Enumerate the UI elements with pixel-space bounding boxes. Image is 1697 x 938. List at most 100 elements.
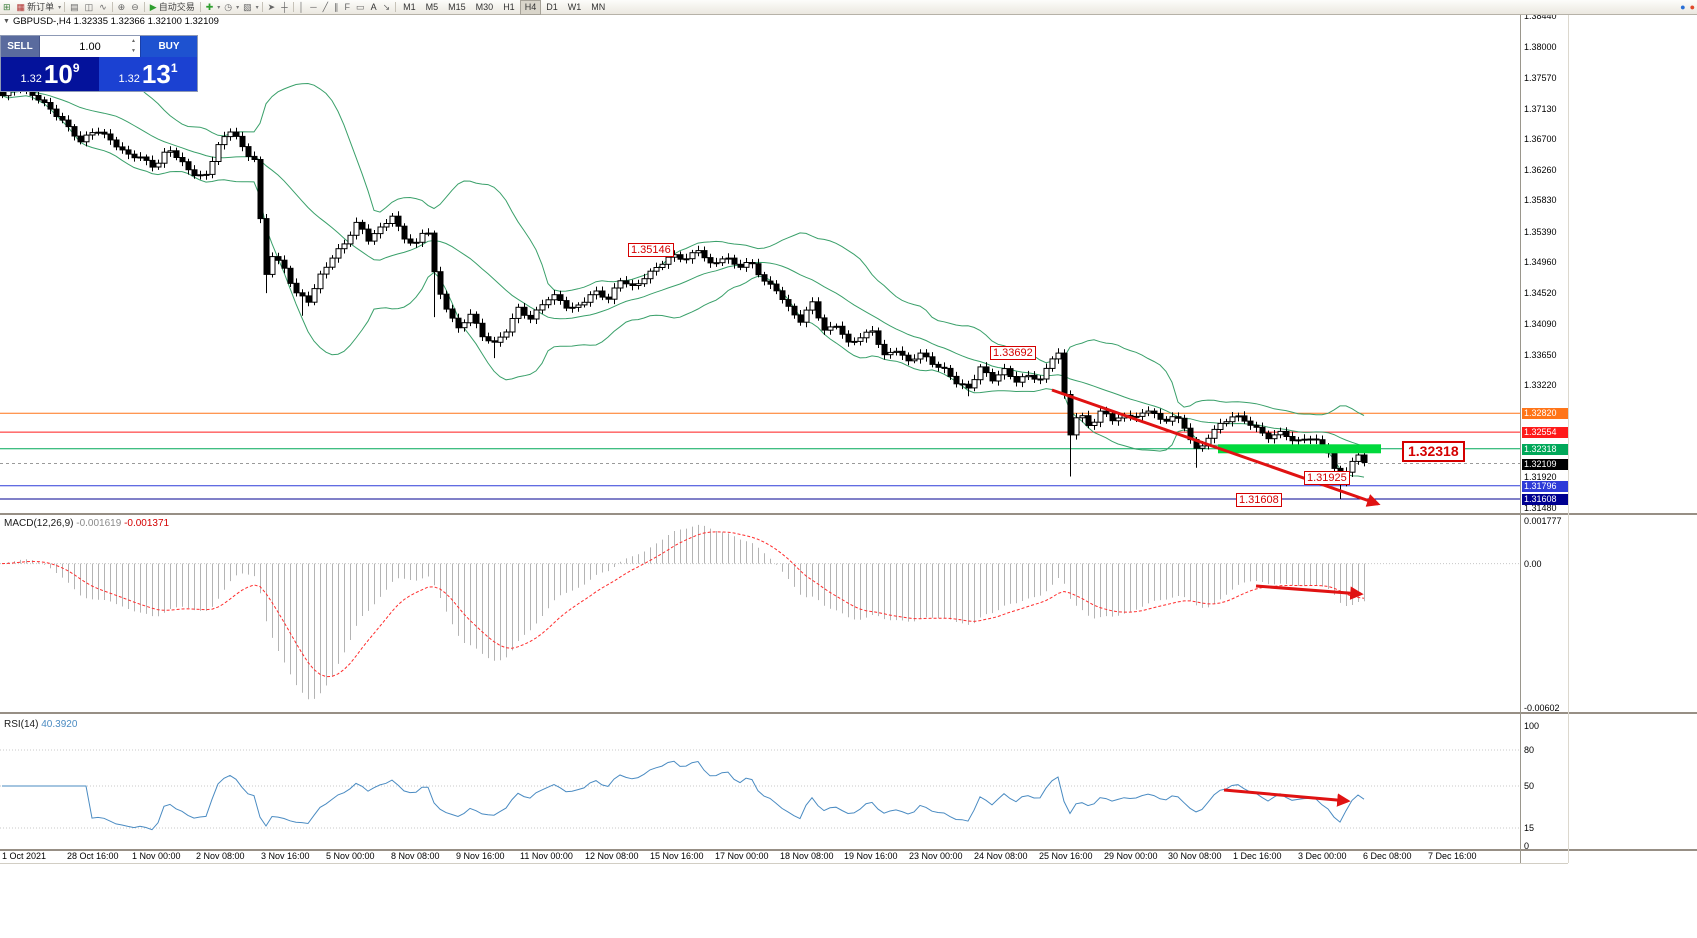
crosshair-icon[interactable]: ┼ — [278, 1, 290, 14]
timeframe-m15[interactable]: M15 — [448, 1, 466, 12]
sell-price-big: 10 — [43, 59, 73, 89]
record-icon[interactable]: ● — [1689, 1, 1695, 12]
volume-down-icon[interactable]: ▼ — [131, 48, 136, 54]
text-label-icon: A — [370, 1, 377, 12]
fibonacci-icon: F — [344, 1, 351, 12]
toolbar-separator — [64, 2, 66, 12]
vertical-line-icon: │ — [298, 1, 305, 12]
macd-main-value: -0.001619 — [76, 518, 122, 529]
timeframe-h1[interactable]: H1 — [503, 1, 515, 12]
chart-window-edge — [1568, 14, 1569, 863]
one-click-trading-panel: SELL 1.00 ▲ ▼ BUY 1.32 10 9 1.32 13 1 — [1, 36, 197, 91]
horizontal-line-icon[interactable]: ─ — [307, 1, 319, 14]
trendline-icon: ╱ — [322, 1, 329, 12]
buy-price-sup: 1 — [170, 60, 178, 75]
add-indicator-icon[interactable]: ✚ — [203, 1, 217, 14]
cursor-icon: ➤ — [267, 1, 276, 12]
template-caret-icon[interactable]: ▾ — [255, 4, 259, 11]
crosshair-icon: ┼ — [281, 1, 288, 12]
buy-button[interactable]: BUY — [140, 36, 197, 57]
new-order-caret-icon[interactable]: ▾ — [58, 4, 62, 11]
rsi-name: RSI(14) — [4, 719, 39, 730]
timeframe-h4[interactable]: H4 — [519, 0, 542, 15]
fibonacci-icon[interactable]: F — [342, 1, 354, 14]
timeframe-m1[interactable]: M1 — [403, 1, 416, 12]
macd-signal-value: -0.001371 — [124, 518, 170, 529]
price-axis-border — [1520, 14, 1521, 863]
volume-spinner: ▲ ▼ — [128, 37, 139, 56]
template-icon[interactable]: ▧ — [240, 1, 255, 14]
autotrading-icon: ▶ — [149, 1, 157, 12]
panel-splitter-time — [0, 849, 1697, 851]
toolbar-right-icons: ● ● — [1678, 0, 1697, 14]
volume-up-icon[interactable]: ▲ — [131, 38, 136, 44]
notifications-icon[interactable]: ● — [1680, 1, 1686, 12]
buy-price-big: 13 — [141, 59, 171, 89]
toolbar-separator — [199, 2, 201, 12]
timeframe-m30[interactable]: M30 — [475, 1, 494, 12]
candlestick-chart-icon: ◫ — [84, 1, 94, 12]
sell-price-sup: 9 — [72, 60, 80, 75]
timeframe-d1[interactable]: D1 — [546, 1, 558, 12]
template-icon: ▧ — [243, 1, 252, 12]
rsi-label: RSI(14) 40.3920 — [4, 719, 77, 730]
bar-chart-icon: ▤ — [70, 1, 79, 12]
timeframe-mn[interactable]: MN — [591, 1, 606, 12]
one-click-collapse-icon[interactable]: ▼ — [3, 18, 10, 25]
line-chart-icon[interactable]: ∿ — [96, 1, 110, 14]
line-chart-icon: ∿ — [99, 1, 107, 12]
new-order-button[interactable]: ▦ 新订单 — [14, 1, 58, 14]
panel-splitter-rsi[interactable] — [0, 712, 1697, 714]
timeframe-w1[interactable]: W1 — [567, 1, 582, 12]
sell-price-prefix: 1.32 — [20, 72, 42, 85]
shapes-icon[interactable]: ▭ — [353, 1, 368, 14]
chart-title-text: GBPUSD-,H4 1.32335 1.32366 1.32100 1.321… — [12, 16, 219, 27]
vertical-line-icon[interactable]: │ — [296, 1, 308, 14]
arrow-tool-icon: ↘ — [382, 1, 391, 12]
toolbar-separator — [292, 2, 294, 12]
zoom-out-icon[interactable]: ⊖ — [128, 1, 142, 14]
toolbar-separator — [261, 2, 263, 12]
horizontal-line-icon: ─ — [310, 1, 317, 12]
arrow-tool-icon[interactable]: ↘ — [380, 1, 394, 14]
timeframe-m5[interactable]: M5 — [425, 1, 439, 12]
toolbar-items: ⊞ ▦ 新订单 ▾ ▤ ◫ ∿ ⊕ ⊖ ▶ 自动交易 ✚ ▾ ◷ ▾ ▧ ▾ ➤ ┼ │ ─ ╱ ∥ F ▭ A ↘ — [0, 0, 398, 14]
indicator-caret-icon[interactable]: ▾ — [217, 4, 221, 11]
panel-splitter-macd[interactable] — [0, 513, 1697, 515]
new-chart-icon: ⊞ — [3, 1, 11, 12]
zoom-out-icon: ⊖ — [131, 1, 139, 12]
channel-icon: ∥ — [334, 1, 339, 12]
channel-icon[interactable]: ∥ — [331, 1, 342, 14]
new-chart-icon[interactable]: ⊞ — [0, 1, 14, 14]
sell-price-panel[interactable]: 1.32 10 9 — [1, 57, 99, 91]
shapes-icon: ▭ — [356, 1, 365, 12]
cursor-icon[interactable]: ➤ — [265, 1, 279, 14]
zoom-in-icon: ⊕ — [117, 1, 126, 12]
buy-price-panel[interactable]: 1.32 13 1 — [99, 57, 197, 91]
time-axis-bottom-border — [0, 863, 1568, 864]
autotrading-button[interactable]: ▶ 自动交易 — [147, 1, 198, 14]
toolbar-separator — [111, 2, 113, 12]
volume-input[interactable]: 1.00 ▲ ▼ — [40, 36, 140, 57]
buy-price-prefix: 1.32 — [118, 72, 140, 85]
trendline-icon[interactable]: ╱ — [320, 1, 331, 14]
autotrading-button-label: 自动交易 — [158, 1, 195, 12]
toolbar: ⊞ ▦ 新订单 ▾ ▤ ◫ ∿ ⊕ ⊖ ▶ 自动交易 ✚ ▾ ◷ ▾ ▧ ▾ ➤ ┼ │ ─ ╱ ∥ F ▭ A ↘ M1 M5 M15… — [0, 0, 1697, 15]
zoom-in-icon[interactable]: ⊕ — [115, 1, 129, 14]
macd-label: MACD(12,26,9) -0.001619 -0.001371 — [4, 518, 169, 529]
text-label-icon[interactable]: A — [368, 1, 380, 14]
rsi-value: 40.3920 — [41, 719, 78, 730]
volume-value: 1.00 — [79, 40, 101, 53]
add-indicator-icon: ✚ — [205, 1, 214, 12]
period-icon[interactable]: ◷ — [221, 1, 235, 14]
chart-title: ▼ GBPUSD-,H4 1.32335 1.32366 1.32100 1.3… — [3, 16, 219, 27]
period-caret-icon[interactable]: ▾ — [236, 4, 240, 11]
toolbar-separator — [143, 2, 145, 12]
candlestick-chart-icon[interactable]: ◫ — [82, 1, 97, 14]
sell-button[interactable]: SELL — [1, 36, 40, 57]
period-icon: ◷ — [224, 1, 233, 12]
new-order-icon: ▦ — [16, 1, 26, 12]
bar-chart-icon[interactable]: ▤ — [67, 1, 82, 14]
toolbar-separator — [395, 2, 397, 12]
